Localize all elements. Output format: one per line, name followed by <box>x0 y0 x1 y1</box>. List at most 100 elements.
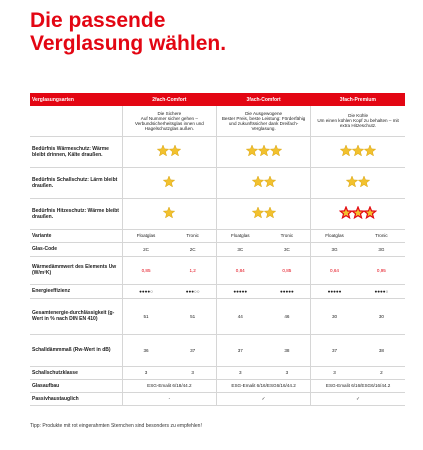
value-cell: Floatglas <box>215 229 264 243</box>
value-cell: 0,64 <box>310 256 358 285</box>
value-cell: Floatglas <box>121 229 170 243</box>
stars-cell <box>215 198 311 230</box>
row-label: Variante <box>30 229 123 243</box>
spec-row: Variante Floatglas Tronic Floatglas Tronic Fl… <box>30 229 405 243</box>
spec-row: Energieeffizienz ●●●●○ ●●●○○ ●●●●● ●●●●● ●●●●… <box>30 284 405 299</box>
value-cell: 1,2 <box>169 256 217 285</box>
description-cell: Die Sichere Auf Nummer sicher gehen – Ver… <box>121 106 217 137</box>
value-cell: 44 <box>215 298 264 335</box>
star-rating <box>156 144 182 157</box>
value-cell: - <box>121 392 217 406</box>
row-label: Bedürfnis Schallschutz: Lärm bleibt drau… <box>30 167 123 199</box>
value-cell: Tronic <box>357 229 405 243</box>
value-cell: 3C <box>215 242 264 257</box>
value-cell: 3 <box>121 366 170 380</box>
value-cell: 0,84 <box>215 256 264 285</box>
value-cell: 3G <box>357 242 405 257</box>
title-line: Die passende <box>30 9 166 32</box>
description-name: Die Kühle <box>348 113 369 119</box>
value-cell: ●●●●○ <box>357 284 405 299</box>
row-label: Bedürfnis Hitzeschutz: Wärme bleibt drau… <box>30 198 123 230</box>
stars-cell <box>310 198 405 230</box>
value-cell: ●●●○○ <box>169 284 217 299</box>
value-cell: 3 <box>310 366 358 380</box>
row-label: Wärmedämmwert des Elements Uw (W/m²K) <box>30 256 123 285</box>
star <box>245 144 258 157</box>
row-label: Glas-Code <box>30 242 123 257</box>
star-rating <box>251 206 276 219</box>
value-cell: 37 <box>169 334 217 367</box>
value-cell: 0,85 <box>121 256 170 285</box>
spec-row: Glasaufbau ESG-Emalit 6/18/44.2 ESG-Emalit… <box>30 379 405 393</box>
value-cell: 3 <box>215 366 264 380</box>
value-cell: ESG-Emalit 6/18/44.2 <box>121 379 217 393</box>
spec-row: Schallschutzklasse 3 3 3 3 3 2 <box>30 366 405 380</box>
value-cell: 38 <box>357 334 405 367</box>
header-cell: 3fach-Comfort <box>216 93 311 106</box>
row-label: Passivhaustauglich <box>30 392 123 406</box>
star <box>345 175 359 188</box>
star <box>162 175 176 188</box>
value-cell: ESG-Emalit 6/16/ESG6/16/44.2 <box>215 379 311 393</box>
value-cell: 30 <box>357 298 405 335</box>
star <box>363 144 377 157</box>
row-label: Schallschutzklasse <box>30 366 123 380</box>
star <box>263 206 276 219</box>
title-line: Verglasung wählen. <box>30 32 227 55</box>
star-rating <box>345 175 371 188</box>
value-cell: Tronic <box>169 229 217 243</box>
row-label: Bedürfnis Wärmeschutz: Wärme bleibt drin… <box>30 136 123 168</box>
value-cell: 2 <box>357 366 405 380</box>
star <box>269 144 282 157</box>
row-label: Energieeffizienz <box>30 284 123 299</box>
header-row: Verglasungsarten 2fach-Comfort 3fach-Comfo… <box>30 93 405 106</box>
header-cell: Verglasungsarten <box>30 93 123 106</box>
description-name: Die Sichere <box>157 110 182 116</box>
need-row: Bedürfnis Hitzeschutz: Wärme bleibt drau… <box>30 198 405 230</box>
value-cell: 3C <box>263 242 311 257</box>
value-cell: Floatglas <box>310 229 358 243</box>
star <box>350 205 366 220</box>
value-cell: ●●●●● <box>215 284 264 299</box>
value-cell: ●●●●● <box>263 284 311 299</box>
value-cell: ✓ <box>215 392 311 406</box>
value-cell: ●●●●○ <box>121 284 170 299</box>
row-label: Gesamtenergie-durchlässigkeit (g-Wert in… <box>30 298 123 335</box>
comparison-table: Verglasungsarten 2fach-Comfort 3fach-Comfo… <box>30 93 405 406</box>
stars-cell <box>215 167 311 199</box>
value-cell: 51 <box>121 298 170 335</box>
description-row: Die Sichere Auf Nummer sicher gehen – Ver… <box>30 106 405 137</box>
spec-row: Schalldämmmaß (Rw-Wert in dB) 36 37 37 38 37 3… <box>30 334 405 367</box>
header-cell: 3fach-Premium <box>310 93 405 106</box>
stars-cell <box>215 136 311 168</box>
footnote: Tipp: Produkte mit rot eingerahmten Ster… <box>30 423 202 429</box>
star-rating <box>338 205 378 220</box>
star <box>168 144 182 157</box>
spec-row: Glas-Code 2C 2C 3C 3C 3G 3G <box>30 242 405 257</box>
spec-row: Wärmedämmwert des Elements Uw (W/m²K) 0,8… <box>30 256 405 285</box>
stars-cell <box>310 136 405 168</box>
row-label: Schalldämmmaß (Rw-Wert in dB) <box>30 334 123 367</box>
star <box>263 175 276 188</box>
star <box>162 206 176 219</box>
title: Die passende Verglasung wählen. <box>30 9 226 55</box>
value-cell: ✓ <box>310 392 405 406</box>
description-cell: Die Ausgewogene Bester Preis, beste Leist… <box>215 106 311 137</box>
label-cell <box>30 106 123 137</box>
value-cell: 37 <box>215 334 264 367</box>
star <box>251 175 264 188</box>
star <box>156 144 170 157</box>
star <box>351 144 365 157</box>
description-text: Auf Nummer sicher gehen – Verbundsicherh… <box>134 115 204 131</box>
value-cell: 0,95 <box>357 256 405 285</box>
row-label: Glasaufbau <box>30 379 123 393</box>
star <box>357 175 371 188</box>
value-cell: 3 <box>263 366 311 380</box>
value-cell: 2C <box>169 242 217 257</box>
value-cell: 37 <box>310 334 358 367</box>
star <box>251 206 264 219</box>
need-row: Bedürfnis Wärmeschutz: Wärme bleibt drin… <box>30 136 405 168</box>
need-row: Bedürfnis Schallschutz: Lärm bleibt drau… <box>30 167 405 199</box>
